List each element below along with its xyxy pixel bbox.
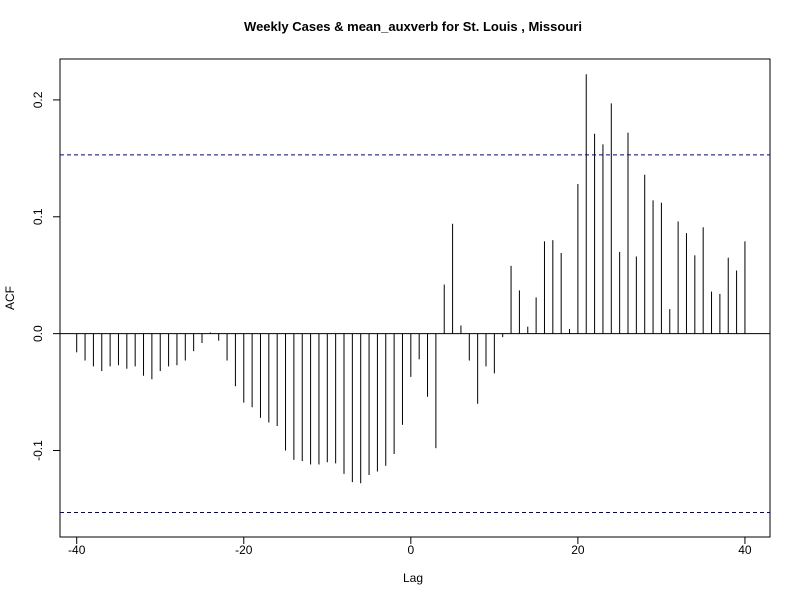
y-tick-label: 0.1 bbox=[31, 208, 45, 225]
y-axis: -0.1 0.0 0.1 0.2 bbox=[31, 91, 61, 461]
x-axis-label: Lag bbox=[403, 571, 423, 585]
x-tick-label: -20 bbox=[235, 543, 253, 557]
acf-spikes bbox=[76, 74, 746, 484]
y-tick-label: -0.1 bbox=[31, 440, 45, 461]
x-tick-label: 40 bbox=[738, 543, 752, 557]
x-axis: -40 -20 0 20 40 bbox=[68, 536, 752, 557]
chart-title: Weekly Cases & mean_auxverb for St. Loui… bbox=[244, 19, 582, 34]
y-tick-label: 0.0 bbox=[31, 325, 45, 342]
y-axis-label: ACF bbox=[3, 286, 17, 310]
y-tick-label: 0.2 bbox=[31, 91, 45, 108]
x-tick-label: -40 bbox=[68, 543, 86, 557]
x-tick-label: 20 bbox=[571, 543, 585, 557]
x-tick-label: 0 bbox=[407, 543, 414, 557]
plot-frame bbox=[59, 58, 771, 538]
